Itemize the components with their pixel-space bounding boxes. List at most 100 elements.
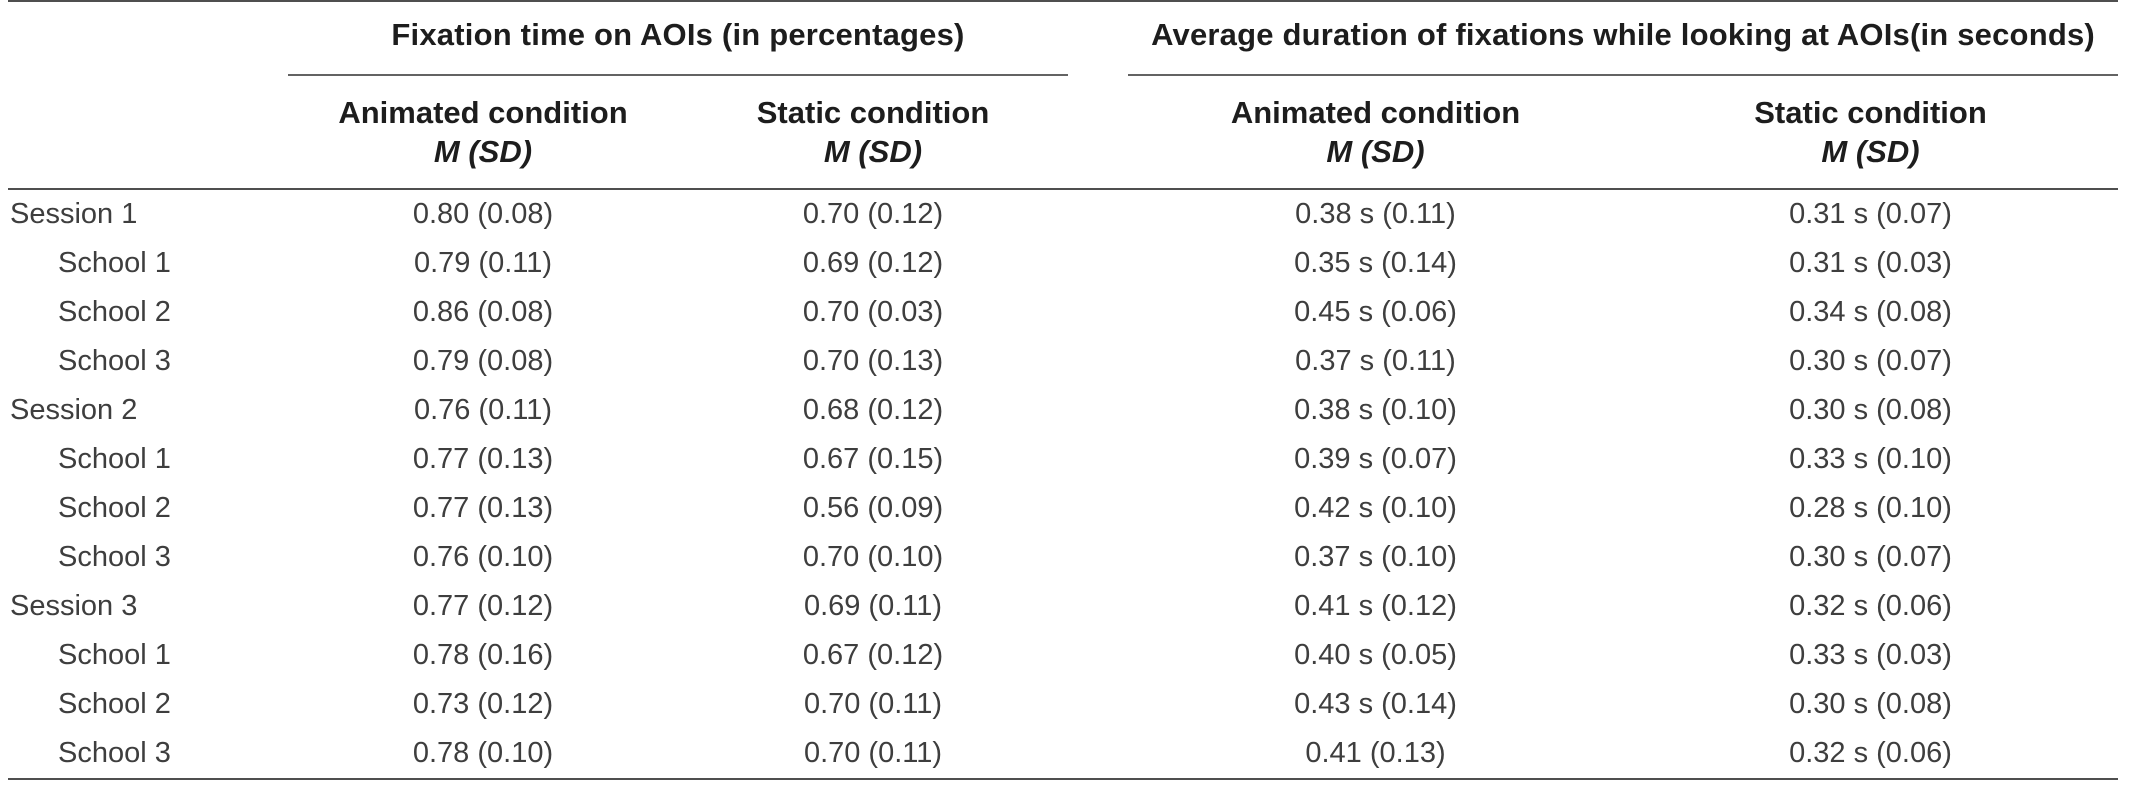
group-gap-spacer xyxy=(1068,75,1128,190)
table-cell: 0.67 (0.12) xyxy=(802,639,944,671)
table-cell: 0.40 s (0.05) xyxy=(1294,639,1457,671)
table-cell: 0.70 (0.12) xyxy=(802,198,944,230)
table-cell: 0.70 (0.11) xyxy=(803,688,943,720)
row-label-school: School 1 xyxy=(58,247,171,279)
table-cell: 0.30 s (0.08) xyxy=(1789,394,1952,426)
table-cell: 0.70 (0.10) xyxy=(802,541,944,573)
table-cell: 0.79 (0.08) xyxy=(412,345,554,377)
column-group-title-fixation-time: Fixation time on AOIs (in percentages) xyxy=(288,1,1068,76)
corner-spacer xyxy=(8,1,288,75)
table-cell: 0.34 s (0.08) xyxy=(1789,296,1952,328)
group-gap-spacer xyxy=(1068,1,1128,75)
condition-label: Static condition xyxy=(1754,95,1987,130)
group-gap-spacer xyxy=(1068,435,1128,484)
group-gap-spacer xyxy=(1068,484,1128,533)
table-cell: 0.42 s (0.10) xyxy=(1294,492,1457,524)
table-cell: 0.56 (0.09) xyxy=(802,492,944,524)
table-cell: 0.38 s (0.11) xyxy=(1295,198,1456,230)
measure-label: M (SD) xyxy=(433,134,533,169)
table-row: School 1 0.79 (0.11) 0.69 (0.12) 0.35 s (0.… xyxy=(8,239,2118,288)
row-label-school: School 2 xyxy=(58,492,171,524)
condition-label: Animated condition xyxy=(1230,95,1521,130)
table-cell: 0.41 s (0.12) xyxy=(1294,590,1457,622)
corner-spacer xyxy=(8,75,288,190)
table-cell: 0.37 s (0.11) xyxy=(1295,345,1456,377)
table-cell: 0.76 (0.11) xyxy=(413,394,553,426)
table-cell: 0.32 s (0.06) xyxy=(1789,737,1952,769)
table-row: Session 3 0.77 (0.12) 0.69 (0.11) 0.41 s (0… xyxy=(8,582,2118,631)
table-cell: 0.30 s (0.07) xyxy=(1789,541,1952,573)
table-cell: 0.73 (0.12) xyxy=(412,688,554,720)
table-cell: 0.70 (0.11) xyxy=(803,737,943,769)
table-cell: 0.32 s (0.06) xyxy=(1789,590,1952,622)
table-cell: 0.86 (0.08) xyxy=(412,296,554,328)
table-cell: 0.28 s (0.10) xyxy=(1789,492,1952,524)
table-row: School 1 0.77 (0.13) 0.67 (0.15) 0.39 s (0.… xyxy=(8,435,2118,484)
group-gap-spacer xyxy=(1068,288,1128,337)
group-gap-spacer xyxy=(1068,631,1128,680)
table-row: School 1 0.78 (0.16) 0.67 (0.12) 0.40 s (0.… xyxy=(8,631,2118,680)
condition-label: Static condition xyxy=(756,95,990,130)
column-header-duration-static: Static condition M (SD) xyxy=(1623,75,2118,190)
table-cell: 0.80 (0.08) xyxy=(412,198,554,230)
table-cell: 0.78 (0.16) xyxy=(412,639,554,671)
table-cell: 0.69 (0.11) xyxy=(803,590,943,622)
row-label-school: School 3 xyxy=(58,345,171,377)
table-cell: 0.70 (0.13) xyxy=(802,345,944,377)
group-gap-spacer xyxy=(1068,189,1128,239)
group-gap-spacer xyxy=(1068,239,1128,288)
group-gap-spacer xyxy=(1068,729,1128,779)
table-row: Session 2 0.76 (0.11) 0.68 (0.12) 0.38 s (0… xyxy=(8,386,2118,435)
table-cell: 0.67 (0.15) xyxy=(802,443,944,475)
group-gap-spacer xyxy=(1068,386,1128,435)
row-label-session: Session 2 xyxy=(10,394,138,426)
row-label-school: School 2 xyxy=(58,296,171,328)
table-cell: 0.70 (0.03) xyxy=(802,296,944,328)
row-label-school: School 3 xyxy=(58,737,171,769)
group-gap-spacer xyxy=(1068,582,1128,631)
table-cell: 0.79 (0.11) xyxy=(413,247,553,279)
measure-label: M (SD) xyxy=(1326,134,1425,169)
group-gap-spacer xyxy=(1068,680,1128,729)
table-row: School 2 0.73 (0.12) 0.70 (0.11) 0.43 s (0.… xyxy=(8,680,2118,729)
row-label-session: Session 1 xyxy=(10,198,138,230)
table-cell: 0.77 (0.13) xyxy=(412,443,554,475)
column-header-fixation-static: Static condition M (SD) xyxy=(678,75,1068,190)
table-cell: 0.77 (0.12) xyxy=(412,590,554,622)
table-row: School 3 0.79 (0.08) 0.70 (0.13) 0.37 s (0.… xyxy=(8,337,2118,386)
table-row: School 3 0.76 (0.10) 0.70 (0.10) 0.37 s (0.… xyxy=(8,533,2118,582)
column-header-fixation-animated: Animated condition M (SD) xyxy=(288,75,678,190)
table-row: School 2 0.77 (0.13) 0.56 (0.09) 0.42 s (0.… xyxy=(8,484,2118,533)
table-cell: 0.69 (0.12) xyxy=(802,247,944,279)
table-cell: 0.39 s (0.07) xyxy=(1294,443,1457,475)
table-cell: 0.30 s (0.07) xyxy=(1789,345,1952,377)
table-body: Session 1 0.80 (0.08) 0.70 (0.12) 0.38 s (0… xyxy=(8,189,2118,779)
row-label-school: School 2 xyxy=(58,688,171,720)
table-cell: 0.33 s (0.03) xyxy=(1789,639,1952,671)
group-gap-spacer xyxy=(1068,533,1128,582)
table-cell: 0.37 s (0.10) xyxy=(1294,541,1457,573)
table-cell: 0.43 s (0.14) xyxy=(1294,688,1457,720)
table-cell: 0.68 (0.12) xyxy=(802,394,944,426)
row-label-school: School 1 xyxy=(58,443,171,475)
table-row: School 3 0.78 (0.10) 0.70 (0.11) 0.41 (0.13… xyxy=(8,729,2118,779)
table-cell: 0.31 s (0.03) xyxy=(1789,247,1952,279)
column-group-title-average-duration: Average duration of fixations while look… xyxy=(1128,1,2118,76)
table-cell: 0.35 s (0.14) xyxy=(1294,247,1457,279)
data-table: Fixation time on AOIs (in percentages) A… xyxy=(8,0,2118,780)
table-cell: 0.76 (0.10) xyxy=(412,541,554,573)
table-header: Fixation time on AOIs (in percentages) A… xyxy=(8,1,2118,190)
row-label-school: School 3 xyxy=(58,541,171,573)
table-cell: 0.41 (0.13) xyxy=(1305,737,1446,769)
table-cell: 0.31 s (0.07) xyxy=(1789,198,1952,230)
table-cell: 0.45 s (0.06) xyxy=(1294,296,1457,328)
column-header-duration-animated: Animated condition M (SD) xyxy=(1128,75,1623,190)
group-header-row: Fixation time on AOIs (in percentages) A… xyxy=(8,1,2118,76)
table-row: Session 1 0.80 (0.08) 0.70 (0.12) 0.38 s (0… xyxy=(8,189,2118,239)
measure-label: M (SD) xyxy=(1821,134,1920,169)
table-cell: 0.77 (0.13) xyxy=(412,492,554,524)
group-gap-spacer xyxy=(1068,337,1128,386)
table-cell: 0.38 s (0.10) xyxy=(1294,394,1457,426)
condition-label: Animated condition xyxy=(338,95,628,130)
